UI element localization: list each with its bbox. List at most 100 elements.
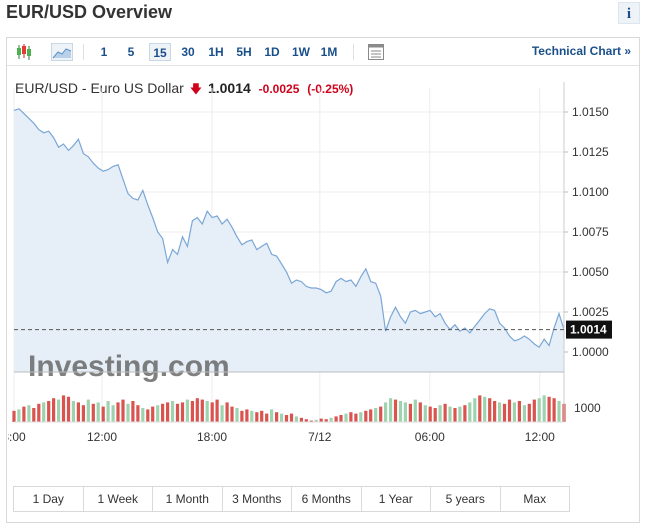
technical-chart-link[interactable]: Technical Chart » xyxy=(531,44,631,58)
volume-bar xyxy=(324,419,328,422)
volume-bars xyxy=(12,395,566,422)
down-arrow-icon: 🡇 xyxy=(189,82,203,96)
x-tick-label: 12:00 xyxy=(525,430,555,444)
volume-bar xyxy=(32,408,36,422)
volume-bar xyxy=(47,401,51,422)
volume-bar xyxy=(27,405,31,422)
interval-1[interactable]: 1 xyxy=(100,45,108,59)
volume-bar xyxy=(334,416,338,422)
interval-15[interactable]: 15 xyxy=(149,43,171,61)
interval-5h[interactable]: 5H xyxy=(236,45,252,59)
volume-bar xyxy=(299,417,303,422)
volume-bar xyxy=(304,419,308,422)
area-chart-icon[interactable] xyxy=(51,43,73,66)
quote-line: EUR/USD - Euro US Dollar 🡇 1.0014 -0.002… xyxy=(15,80,353,101)
volume-bar xyxy=(339,415,343,422)
volume-bar xyxy=(116,402,120,422)
volume-bar xyxy=(483,396,487,422)
volume-bar xyxy=(250,410,254,422)
volume-bar xyxy=(384,402,388,422)
volume-bar xyxy=(190,401,194,422)
volume-bar xyxy=(151,406,155,422)
volume-bar xyxy=(408,403,412,422)
interval-30[interactable]: 30 xyxy=(181,45,195,59)
volume-bar xyxy=(42,402,46,422)
volume-bar xyxy=(170,401,175,422)
interval-5[interactable]: 5 xyxy=(127,45,135,59)
time-range-bar: 1 Day 1 Week 1 Month 3 Months 6 Months 1… xyxy=(13,486,570,512)
instrument-name: EUR/USD - Euro US Dollar xyxy=(15,80,184,96)
price-area xyxy=(13,108,565,373)
volume-bar xyxy=(57,399,61,422)
range-1-year[interactable]: 1 Year xyxy=(362,487,431,511)
volume-axis-label: 1000 xyxy=(574,401,601,415)
volume-bar xyxy=(448,406,452,422)
volume-bar xyxy=(111,405,115,422)
volume-bar xyxy=(215,399,219,422)
volume-bar xyxy=(101,406,105,422)
y-tick-label: 1.0000 xyxy=(572,345,609,359)
volume-bar xyxy=(136,405,140,422)
volume-bar xyxy=(478,395,482,422)
volume-bar xyxy=(230,406,234,422)
info-button[interactable]: i xyxy=(618,2,640,24)
volume-bar xyxy=(91,403,95,422)
volume-bar xyxy=(210,402,214,422)
volume-bar xyxy=(488,398,492,422)
volume-bar xyxy=(428,406,432,422)
interval-1h[interactable]: 1H xyxy=(208,45,224,59)
volume-bar xyxy=(235,408,239,422)
volume-bar xyxy=(205,401,209,422)
volume-bar xyxy=(517,401,521,422)
volume-bar xyxy=(220,405,224,422)
range-1-week[interactable]: 1 Week xyxy=(84,487,153,511)
last-price: 1.0014 xyxy=(207,80,251,96)
volume-bar xyxy=(369,409,373,422)
range-3-months[interactable]: 3 Months xyxy=(223,487,292,511)
range-1-day[interactable]: 1 Day xyxy=(14,487,84,511)
volume-bar xyxy=(552,398,556,422)
volume-bar xyxy=(493,401,497,422)
volume-bar xyxy=(66,396,71,422)
x-tick-label: 8:00 xyxy=(8,430,26,444)
volume-bar xyxy=(389,398,393,422)
price-chart[interactable]: Investing.com 1.0150 1.0125 1.0100 1.0075 1.… xyxy=(2,82,630,465)
volume-bar xyxy=(344,413,348,422)
interval-1w[interactable]: 1W xyxy=(292,45,310,59)
current-price-label: 1.0014 xyxy=(570,323,607,337)
x-tick-label: 06:00 xyxy=(415,430,445,444)
volume-bar xyxy=(398,401,403,422)
volume-bar xyxy=(468,402,472,422)
x-tick-label: 18:00 xyxy=(197,430,227,444)
volume-bar xyxy=(52,398,56,422)
volume-bar xyxy=(463,405,467,422)
volume-bar xyxy=(453,408,457,422)
range-5-years[interactable]: 5 years xyxy=(431,487,501,511)
price-area-fill xyxy=(14,108,564,373)
volume-bar xyxy=(131,401,135,422)
volume-bar xyxy=(289,413,294,422)
range-6-months[interactable]: 6 Months xyxy=(292,487,362,511)
volume-bar xyxy=(146,409,150,422)
volume-bar xyxy=(255,412,259,422)
volume-bar xyxy=(542,395,546,422)
volume-bar xyxy=(557,401,561,422)
volume-bar xyxy=(195,398,199,422)
interval-1d[interactable]: 1D xyxy=(264,45,280,59)
range-1-month[interactable]: 1 Month xyxy=(153,487,223,511)
volume-bar xyxy=(156,405,160,422)
volume-bar xyxy=(161,403,165,422)
x-axis: 8:00 12:00 18:00 7/12 06:00 12:00 xyxy=(2,371,564,444)
volume-bar xyxy=(61,395,66,422)
table-view-icon[interactable] xyxy=(367,43,385,66)
chart-panel: 1 5 15 30 1H 5H 1D 1W 1M Technical Chart… xyxy=(6,37,640,523)
range-max[interactable]: Max xyxy=(523,492,547,506)
volume-bar xyxy=(275,412,279,422)
volume-bar xyxy=(512,402,516,422)
volume-bar xyxy=(22,406,26,422)
interval-1m[interactable]: 1M xyxy=(320,45,338,59)
candlestick-icon[interactable] xyxy=(15,43,33,66)
volume-bar xyxy=(359,412,363,422)
chart-toolbar: 1 5 15 30 1H 5H 1D 1W 1M Technical Chart… xyxy=(7,38,639,66)
volume-bar xyxy=(413,399,417,422)
